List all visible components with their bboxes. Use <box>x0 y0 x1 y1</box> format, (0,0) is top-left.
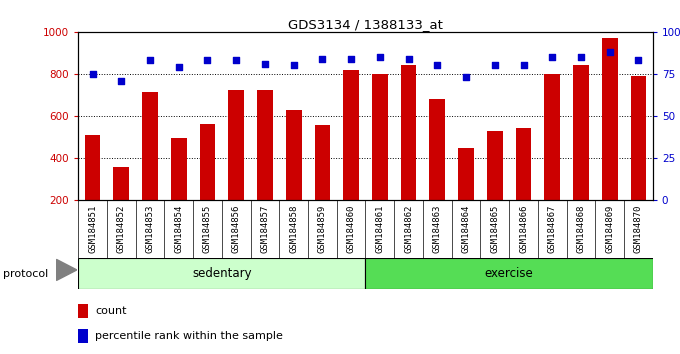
Text: exercise: exercise <box>485 267 534 280</box>
Text: GSM184867: GSM184867 <box>548 205 557 253</box>
Text: GSM184853: GSM184853 <box>146 205 154 253</box>
Bar <box>365 258 653 289</box>
Text: GSM184861: GSM184861 <box>375 205 384 253</box>
Point <box>87 71 98 77</box>
Point <box>605 49 615 55</box>
Bar <box>401 65 416 242</box>
Bar <box>602 38 617 242</box>
Point <box>375 54 386 60</box>
Text: GSM184869: GSM184869 <box>605 205 614 253</box>
Text: GSM184856: GSM184856 <box>232 205 241 253</box>
Bar <box>343 70 359 242</box>
Bar <box>228 90 244 242</box>
Point <box>260 61 271 67</box>
Point <box>345 56 356 62</box>
Point <box>145 58 156 63</box>
Text: GSM184852: GSM184852 <box>117 205 126 253</box>
Point <box>403 56 414 62</box>
Point <box>432 63 443 68</box>
Text: GSM184863: GSM184863 <box>433 205 442 253</box>
Text: GSM184868: GSM184868 <box>577 205 585 253</box>
Text: sedentary: sedentary <box>192 267 252 280</box>
Text: GSM184857: GSM184857 <box>260 205 269 253</box>
Bar <box>257 90 273 242</box>
Bar <box>171 138 186 242</box>
Bar <box>515 128 531 242</box>
Text: GSM184870: GSM184870 <box>634 205 643 253</box>
Bar <box>573 65 589 242</box>
Point <box>633 58 644 63</box>
Point <box>490 63 500 68</box>
Text: GSM184865: GSM184865 <box>490 205 499 253</box>
Text: GSM184862: GSM184862 <box>404 205 413 253</box>
Bar <box>78 304 88 318</box>
Bar <box>286 110 301 242</box>
Text: GSM184864: GSM184864 <box>462 205 471 253</box>
Bar <box>200 124 216 242</box>
Point <box>231 58 241 63</box>
Point <box>116 78 126 84</box>
Point <box>460 74 471 80</box>
Point <box>288 63 299 68</box>
Point <box>317 56 328 62</box>
Text: GSM184854: GSM184854 <box>174 205 183 253</box>
Text: GSM184858: GSM184858 <box>289 205 298 253</box>
Bar <box>78 258 365 289</box>
Bar <box>487 131 503 242</box>
Bar <box>630 76 646 242</box>
Text: GSM184860: GSM184860 <box>347 205 356 253</box>
Bar <box>78 329 88 343</box>
Title: GDS3134 / 1388133_at: GDS3134 / 1388133_at <box>288 18 443 31</box>
Bar <box>85 135 101 242</box>
Text: GSM184866: GSM184866 <box>519 205 528 253</box>
Text: GSM184859: GSM184859 <box>318 205 327 253</box>
Polygon shape <box>56 259 77 280</box>
Point <box>518 63 529 68</box>
Bar <box>142 92 158 242</box>
Text: GSM184855: GSM184855 <box>203 205 212 253</box>
Point <box>202 58 213 63</box>
Bar <box>372 74 388 242</box>
Text: GSM184851: GSM184851 <box>88 205 97 253</box>
Text: count: count <box>95 307 127 316</box>
Point <box>547 54 558 60</box>
Bar <box>458 148 474 242</box>
Point <box>575 54 586 60</box>
Bar <box>315 125 330 242</box>
Text: protocol: protocol <box>3 269 49 279</box>
Bar <box>430 99 445 242</box>
Bar <box>114 167 129 242</box>
Text: percentile rank within the sample: percentile rank within the sample <box>95 331 284 341</box>
Point <box>173 64 184 70</box>
Bar <box>545 74 560 242</box>
